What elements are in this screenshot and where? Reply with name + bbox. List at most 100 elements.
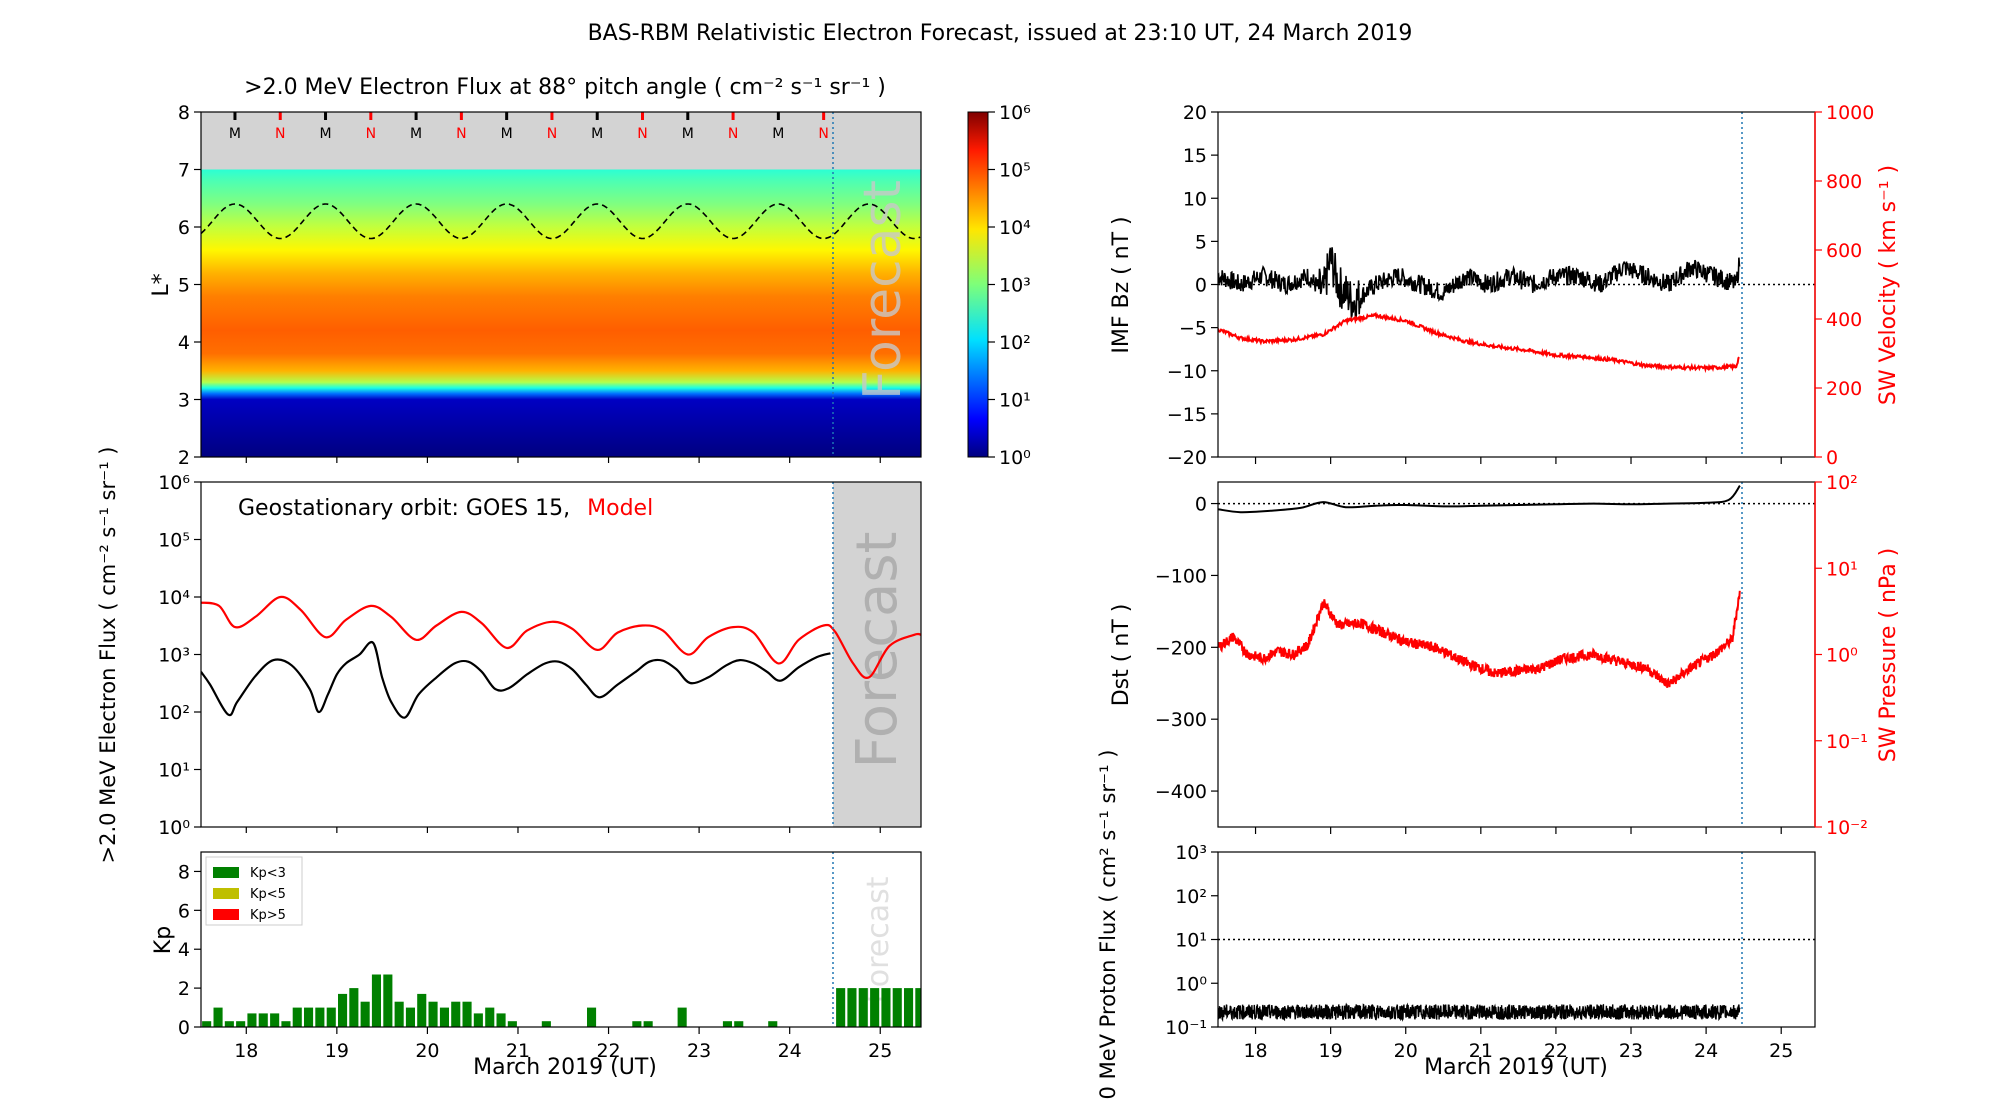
colorbar-tick-label: 10¹ bbox=[999, 390, 1031, 412]
kp-bar bbox=[451, 1001, 461, 1027]
kp-frame bbox=[200, 851, 922, 1028]
proton-x-tick-label: 18 bbox=[1243, 1040, 1267, 1062]
kp-bar bbox=[349, 988, 359, 1027]
heatmap-panel: >2.0 MeV Electron Flux at 88° pitch angl… bbox=[149, 75, 1031, 469]
sw-pressure-axis-label: SW Pressure ( nPa ) bbox=[1876, 548, 1901, 763]
proton-x-tick-label: 21 bbox=[1469, 1040, 1493, 1062]
kp-bar bbox=[315, 1007, 325, 1027]
dst-y-tick-label: −100 bbox=[1155, 565, 1207, 587]
kp-bar bbox=[326, 1007, 336, 1027]
kp-bar bbox=[677, 1007, 687, 1027]
kp-legend-label: Kp<5 bbox=[250, 887, 286, 902]
geo-y-tick-label: 10⁰ bbox=[158, 817, 190, 839]
sw-velocity-series-line bbox=[1218, 311, 1740, 374]
geo-y-tick-label: 10³ bbox=[158, 645, 190, 667]
kp-y-tick-label: 2 bbox=[178, 978, 190, 1000]
kp-bar bbox=[371, 974, 381, 1027]
kp-x-tick-label: 23 bbox=[687, 1040, 711, 1062]
kp-bar bbox=[270, 1013, 280, 1027]
proton-x-tick-label: 19 bbox=[1319, 1040, 1343, 1062]
kp-bar bbox=[881, 988, 891, 1027]
heatmap-y-tick-label: 8 bbox=[178, 102, 190, 124]
geo-watermark: Forecast bbox=[845, 532, 910, 769]
kp-bar bbox=[473, 1013, 483, 1027]
dst-y-axis-label: Dst ( nT ) bbox=[1109, 604, 1134, 707]
colorbar-tick-label: 10² bbox=[999, 332, 1031, 354]
colorbar-tick-label: 10³ bbox=[999, 275, 1031, 297]
geo-annotation-model: Model bbox=[587, 496, 653, 521]
kp-bar bbox=[224, 1021, 234, 1027]
kp-bar bbox=[236, 1021, 246, 1027]
kp-bar bbox=[292, 1007, 302, 1027]
heatmap-title: >2.0 MeV Electron Flux at 88° pitch angl… bbox=[244, 75, 886, 100]
geo-y-tick-label: 10⁴ bbox=[158, 587, 190, 609]
kp-bar bbox=[496, 1013, 506, 1027]
dst-frame bbox=[1217, 481, 1816, 828]
geo-annotation: Geostationary orbit: GOES 15, Model bbox=[238, 496, 653, 521]
kp-watermark: Forecast bbox=[861, 876, 896, 1003]
imf-y-tick-label: 10 bbox=[1183, 188, 1207, 210]
sw-velocity-y-tick-label: 400 bbox=[1826, 309, 1862, 331]
mlt-marker-label: M bbox=[229, 126, 241, 142]
sw-pressure-y-tick-label: 10² bbox=[1826, 472, 1858, 494]
imf-bz-series-line bbox=[1218, 247, 1741, 321]
heatmap-y-axis-label: L* bbox=[149, 273, 174, 296]
proton-x-tick-label: 20 bbox=[1394, 1040, 1418, 1062]
sw-velocity-y-tick-label: 600 bbox=[1826, 240, 1862, 262]
sw-velocity-axis-label: SW Velocity ( km s⁻¹ ) bbox=[1876, 165, 1901, 405]
dst-y-tick-label: −200 bbox=[1155, 637, 1207, 659]
kp-bar bbox=[258, 1013, 268, 1027]
heatmap-y-tick-label: 5 bbox=[178, 275, 190, 297]
kp-x-tick-label: 20 bbox=[415, 1040, 439, 1062]
kp-bar bbox=[541, 1021, 551, 1027]
imf-y-tick-label: −10 bbox=[1167, 361, 1207, 383]
geo-flux-series-line-goes15 bbox=[201, 640, 831, 719]
proton-x-tick-label: 23 bbox=[1619, 1040, 1643, 1062]
proton-frame bbox=[1217, 851, 1816, 1028]
imf-y-tick-label: −15 bbox=[1167, 404, 1207, 426]
kp-bar bbox=[643, 1021, 653, 1027]
kp-bar bbox=[428, 1001, 438, 1027]
geo-flux-series-line-model bbox=[201, 595, 921, 680]
kp-bar bbox=[405, 1007, 415, 1027]
kp-bar bbox=[587, 1007, 597, 1027]
mlt-marker-label: N bbox=[456, 126, 466, 142]
kp-bar bbox=[734, 1021, 744, 1027]
sw-pressure-y-tick-label: 10⁰ bbox=[1826, 645, 1858, 667]
sw-pressure-y-tick-label: 10¹ bbox=[1826, 558, 1858, 580]
kp-bar bbox=[383, 974, 393, 1027]
kp-legend-swatch bbox=[213, 909, 239, 920]
mlt-marker-label: N bbox=[366, 126, 376, 142]
geo-y-tick-label: 10² bbox=[158, 702, 190, 724]
sw-velocity-y-tick-label: 1000 bbox=[1826, 102, 1874, 124]
imf-y-tick-label: 5 bbox=[1195, 231, 1207, 253]
proton-panel: 10⁻¹ 10⁰ 10¹ 10² 10³ 18 19 20 21 22 23 24 25 >10 Me… bbox=[1096, 750, 1816, 1100]
heatmap-y-tick-label: 3 bbox=[178, 390, 190, 412]
proton-x-axis-label: March 2019 (UT) bbox=[1424, 1055, 1608, 1080]
mlt-marker-label: N bbox=[547, 126, 557, 142]
geo-y-tick-label: 10¹ bbox=[158, 760, 190, 782]
heatmap-nodata-band bbox=[201, 112, 921, 170]
kp-bar bbox=[338, 993, 348, 1027]
kp-bar bbox=[858, 988, 868, 1027]
mlt-marker-label: N bbox=[818, 126, 828, 142]
kp-bar bbox=[462, 1001, 472, 1027]
imf-panel: −20 −15 −10 −5 0 5 10 15 20 0 200 400 600 800 1000 IM… bbox=[1109, 102, 1901, 469]
mlt-marker-label: M bbox=[772, 126, 784, 142]
geo-annotation-text: Geostationary orbit: GOES 15, bbox=[238, 496, 570, 521]
kp-legend-label: Kp<3 bbox=[250, 866, 286, 881]
kp-x-tick-label: 19 bbox=[325, 1040, 349, 1062]
dst-y-tick-label: −300 bbox=[1155, 709, 1207, 731]
kp-bar bbox=[394, 1001, 404, 1027]
kp-y-tick-label: 6 bbox=[178, 900, 190, 922]
sw-pressure-series-line bbox=[1218, 590, 1741, 688]
sw-velocity-y-tick-label: 800 bbox=[1826, 171, 1862, 193]
kp-x-tick-label: 24 bbox=[778, 1040, 802, 1062]
colorbar-tick-label: 10⁵ bbox=[999, 160, 1031, 182]
proton-x-tick-label: 24 bbox=[1694, 1040, 1718, 1062]
imf-y-tick-label: 15 bbox=[1183, 145, 1207, 167]
kp-legend-swatch bbox=[213, 867, 239, 878]
imf-y-tick-label: 0 bbox=[1195, 275, 1207, 297]
proton-y-tick-label: 10¹ bbox=[1175, 930, 1207, 952]
